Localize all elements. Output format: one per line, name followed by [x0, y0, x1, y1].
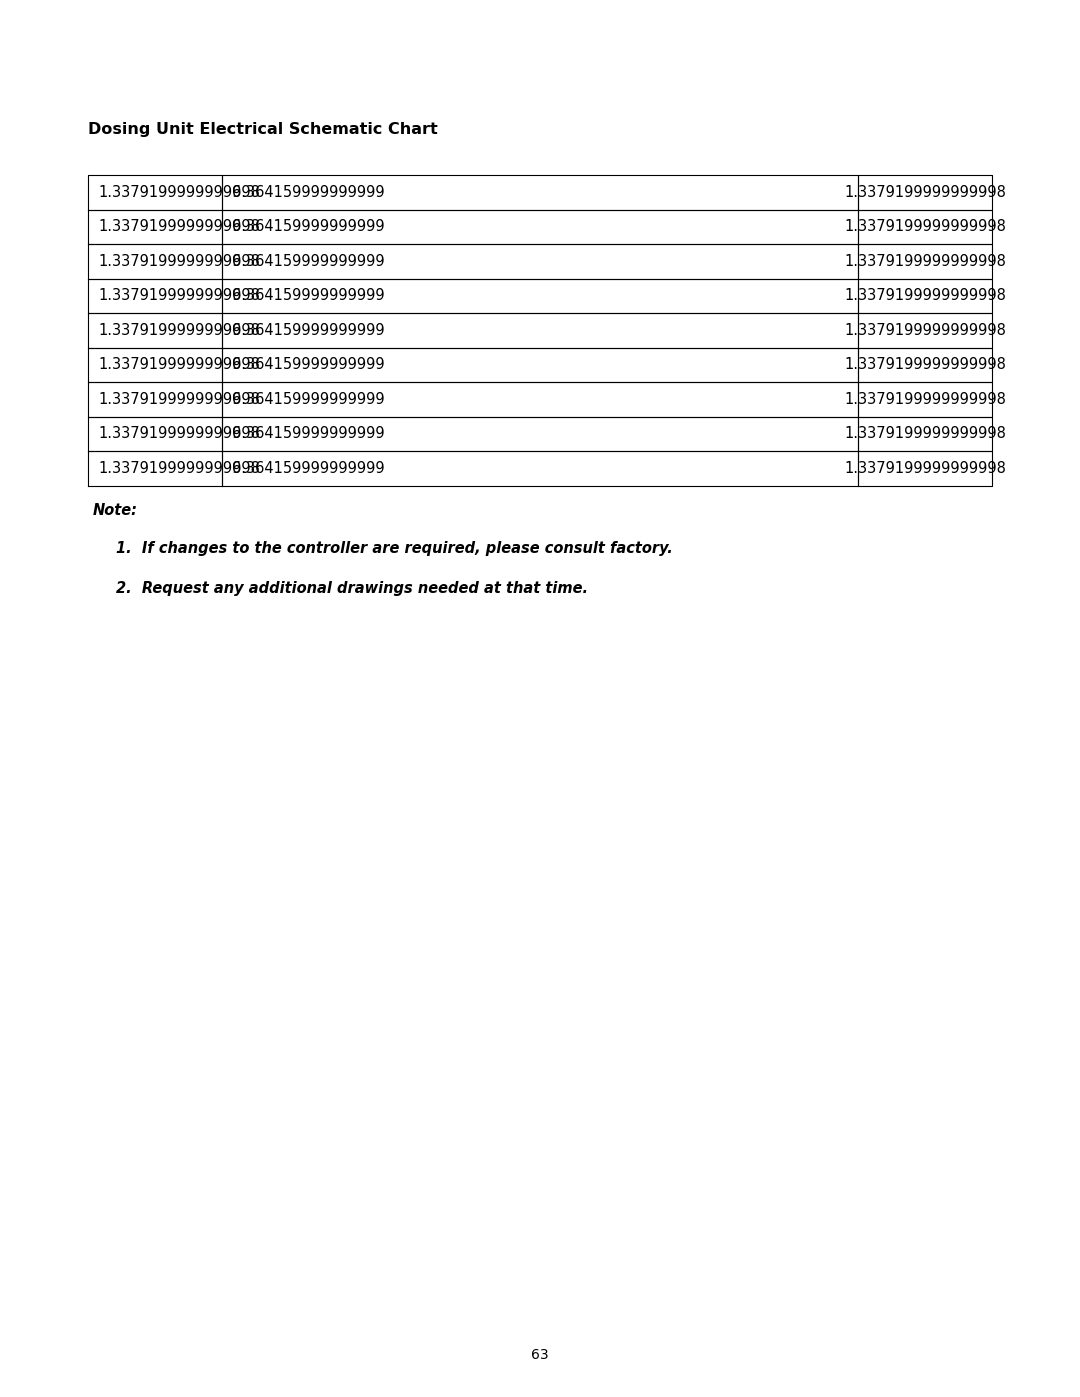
Text: 6.364159999999999: 6.364159999999999: [232, 461, 384, 476]
Text: 1.3379199999999998: 1.3379199999999998: [98, 184, 260, 200]
Text: Dosing Unit Electrical Schematic Chart: Dosing Unit Electrical Schematic Chart: [87, 122, 437, 137]
Text: 1.3379199999999998: 1.3379199999999998: [845, 391, 1007, 407]
Text: 6.364159999999999: 6.364159999999999: [232, 254, 384, 268]
Text: 1.3379199999999998: 1.3379199999999998: [98, 254, 260, 268]
Text: 1.3379199999999998: 1.3379199999999998: [98, 323, 260, 338]
Text: 1.3379199999999998: 1.3379199999999998: [98, 426, 260, 441]
Text: 1.3379199999999998: 1.3379199999999998: [98, 219, 260, 235]
Text: 6.364159999999999: 6.364159999999999: [232, 288, 384, 303]
Text: 1.3379199999999998: 1.3379199999999998: [845, 323, 1007, 338]
Text: 1.3379199999999998: 1.3379199999999998: [98, 461, 260, 476]
Text: 1.3379199999999998: 1.3379199999999998: [845, 288, 1007, 303]
Text: 1.3379199999999998: 1.3379199999999998: [98, 358, 260, 372]
Text: 63: 63: [531, 1348, 549, 1362]
Text: 1.3379199999999998: 1.3379199999999998: [845, 358, 1007, 372]
Text: 6.364159999999999: 6.364159999999999: [232, 358, 384, 372]
Text: 1.3379199999999998: 1.3379199999999998: [845, 426, 1007, 441]
Text: 1.3379199999999998: 1.3379199999999998: [98, 391, 260, 407]
Text: Note:: Note:: [93, 503, 138, 518]
Text: 1.3379199999999998: 1.3379199999999998: [98, 288, 260, 303]
Text: 6.364159999999999: 6.364159999999999: [232, 426, 384, 441]
Text: 1.3379199999999998: 1.3379199999999998: [845, 461, 1007, 476]
Text: 2.  Request any additional drawings needed at that time.: 2. Request any additional drawings neede…: [116, 581, 588, 597]
Text: 6.364159999999999: 6.364159999999999: [232, 219, 384, 235]
Text: 1.3379199999999998: 1.3379199999999998: [845, 184, 1007, 200]
Text: 1.3379199999999998: 1.3379199999999998: [845, 254, 1007, 268]
Text: 1.  If changes to the controller are required, please consult factory.: 1. If changes to the controller are requ…: [116, 542, 673, 556]
Text: 6.364159999999999: 6.364159999999999: [232, 184, 384, 200]
Text: 6.364159999999999: 6.364159999999999: [232, 391, 384, 407]
Text: 6.364159999999999: 6.364159999999999: [232, 323, 384, 338]
Text: 1.3379199999999998: 1.3379199999999998: [845, 219, 1007, 235]
